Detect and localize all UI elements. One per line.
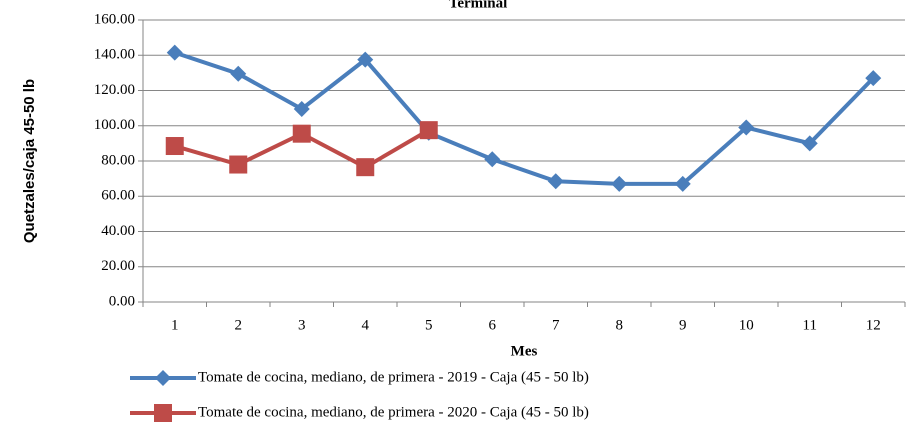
data-point (674, 175, 691, 192)
data-point (230, 65, 247, 82)
chart-title: Terminal (449, 0, 508, 11)
x-tick-label: 1 (171, 317, 179, 333)
data-point (165, 137, 184, 156)
y-axis-label: Quetzales/caja 45-50 lb (21, 79, 38, 243)
x-tick-label: 3 (298, 317, 306, 333)
x-axis-label: Mes (511, 343, 538, 359)
x-tick-label: 8 (616, 317, 624, 333)
data-point (229, 155, 248, 174)
x-tick-label: 9 (679, 317, 687, 333)
legend-marker (154, 404, 172, 422)
x-tick-label: 7 (552, 317, 560, 333)
y-tick-label: 40.00 (101, 223, 135, 239)
y-tick-label: 60.00 (101, 188, 135, 204)
series-line (174, 50, 875, 186)
y-tick-label: 20.00 (101, 258, 135, 274)
y-tick-label: 140.00 (94, 47, 135, 63)
legend-marker (155, 370, 171, 386)
y-tick-label: 80.00 (101, 152, 135, 168)
x-tick-label: 11 (803, 317, 817, 333)
legend-label: Tomate de cocina, mediano, de primera - … (198, 404, 589, 420)
y-tick-label: 120.00 (94, 82, 135, 98)
data-point (356, 158, 375, 177)
data-point (865, 70, 882, 87)
data-point (484, 151, 501, 168)
x-tick-label: 10 (739, 317, 754, 333)
data-point (293, 101, 310, 118)
data-point (801, 135, 818, 152)
data-point (292, 124, 311, 143)
data-point (738, 119, 755, 136)
y-tick-label: 0.00 (109, 293, 135, 309)
data-point (357, 51, 374, 68)
y-tick-label: 100.00 (94, 117, 135, 133)
data-point (611, 175, 628, 192)
data-point (419, 121, 438, 140)
data-point (547, 173, 564, 190)
x-tick-label: 2 (235, 317, 243, 333)
x-tick-label: 5 (425, 317, 433, 333)
legend-label: Tomate de cocina, mediano, de primera - … (198, 369, 589, 385)
y-tick-label: 160.00 (94, 11, 135, 27)
x-tick-label: 6 (489, 317, 497, 333)
x-tick-label: 4 (362, 317, 370, 333)
data-point (166, 44, 183, 61)
x-tick-label: 12 (866, 317, 881, 333)
